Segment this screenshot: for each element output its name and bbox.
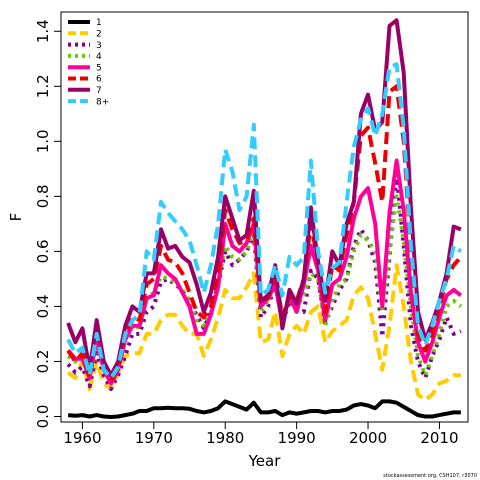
y-tick-label: 0.2 [34, 350, 52, 374]
y-axis: 0.0 0.2 0.4 0.6 0.8 1.0 1.2 1.4 [34, 19, 61, 428]
series-line-2 [66, 263, 461, 402]
x-tick-label: 2000 [349, 429, 387, 447]
legend-label: 5 [96, 63, 102, 73]
x-tick-label: 1970 [135, 429, 173, 447]
series-line-1 [67, 399, 461, 419]
x-tick-label: 2010 [420, 429, 458, 447]
series-line-5 [66, 158, 463, 386]
legend-label: 8+ [96, 97, 109, 107]
y-tick-label: 1.4 [34, 19, 52, 43]
y-tick-label: 0.0 [34, 405, 52, 429]
plot-frame [60, 11, 469, 423]
legend-label: 1 [96, 18, 102, 28]
y-tick-label: 0.8 [34, 184, 52, 208]
plot-area [66, 18, 463, 419]
y-axis-title: F [7, 213, 25, 222]
series-line-3 [66, 172, 462, 391]
series-line-7 [66, 18, 462, 378]
x-tick-label: 1980 [206, 429, 244, 447]
legend-label: 4 [96, 52, 102, 62]
x-axis: 1960 1970 1980 1990 2000 2010 [63, 422, 459, 447]
series-line-8plus [66, 62, 463, 380]
y-tick-label: 0.6 [34, 239, 52, 263]
y-tick-label: 1.0 [34, 129, 52, 153]
x-tick-label: 1990 [278, 429, 316, 447]
legend-label: 7 [96, 86, 102, 96]
y-tick-label: 0.4 [34, 294, 52, 318]
legend-label: 2 [96, 30, 102, 40]
legend-label: 6 [96, 75, 102, 85]
x-tick-label: 1960 [63, 429, 101, 447]
legend-label: 3 [96, 41, 102, 51]
credit-text: stockassessment.org, CSH107, r3070 [383, 473, 477, 479]
y-tick-label: 1.2 [34, 74, 52, 98]
x-axis-title: Year [248, 452, 282, 470]
